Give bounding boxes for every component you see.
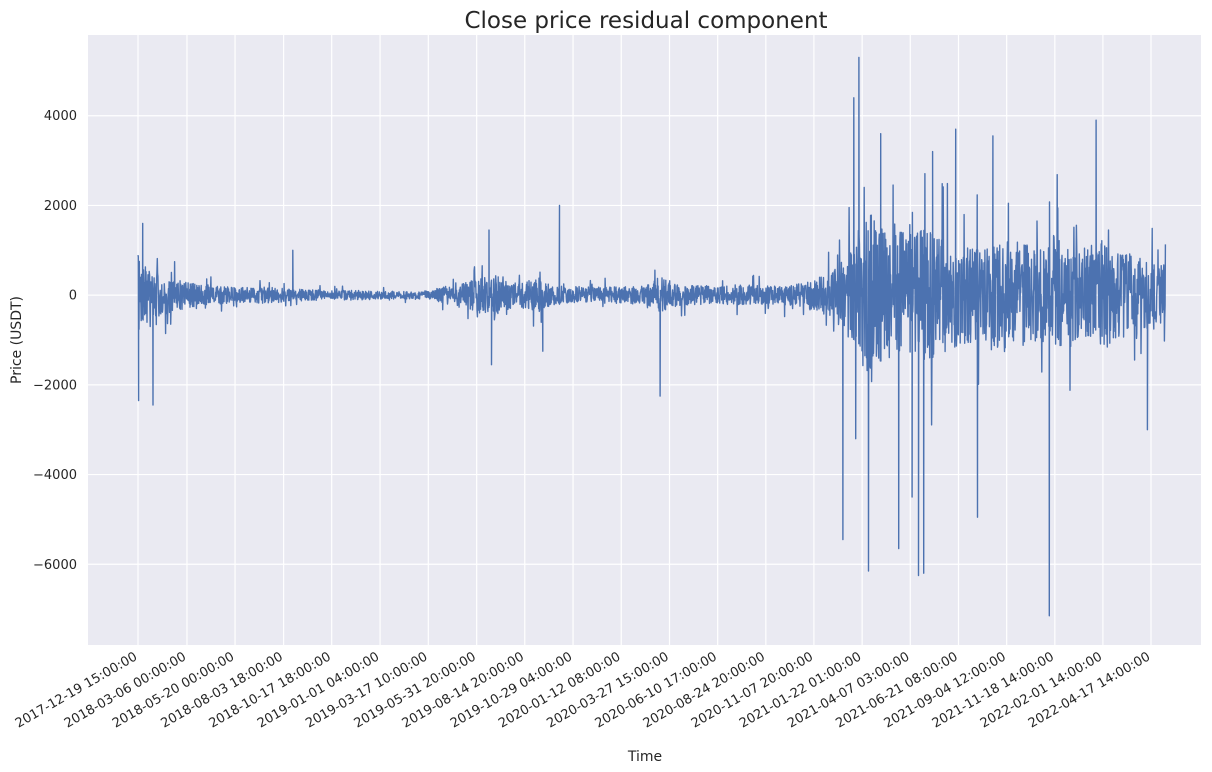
x-axis-label: Time [627,749,662,765]
x-gridlines [137,35,1152,645]
chart-title: Close price residual component [464,8,827,34]
y-axis-label: Price (USDT) [9,296,25,384]
y-tick-label: 2000 [44,199,77,214]
y-tick-label: 4000 [44,109,77,124]
plot-area [88,35,1201,645]
residual-series-line [137,56,1167,617]
y-tick-label: −4000 [33,468,77,483]
y-tick-label: −6000 [33,558,77,573]
y-tick-labels: −6000 −4000 −2000 0 2000 4000 [33,109,77,573]
y-tick-label: 0 [69,289,77,304]
y-tick-label: −2000 [33,378,77,393]
y-gridlines [88,115,1201,565]
